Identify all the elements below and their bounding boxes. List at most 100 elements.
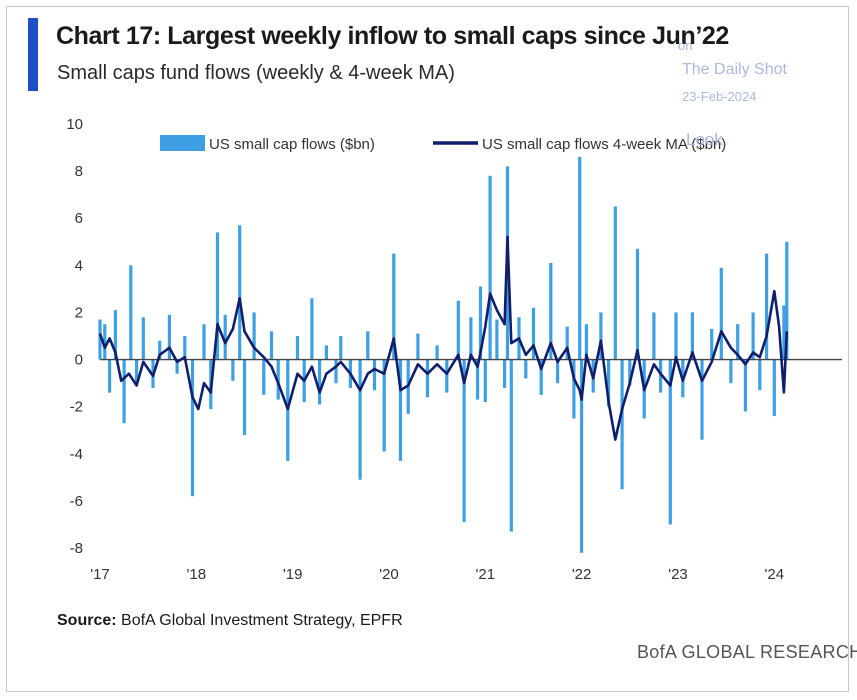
flow-bar [382,359,386,452]
flow-bar [462,359,466,523]
x-tick-label: '23 [668,566,688,583]
flow-bar [668,359,672,525]
flow-bar [674,312,678,360]
flow-bar [416,333,420,360]
chart-frame [6,6,849,692]
legend: US small cap flows ($bn) US small cap fl… [160,135,726,153]
y-tick-label: -2 [70,399,83,416]
flow-bar [231,359,235,381]
y-tick-label: 6 [75,210,83,227]
flow-bar [690,312,694,360]
flow-bar [425,359,430,398]
flow-bar [483,359,487,402]
y-tick-label: 8 [75,163,83,180]
flow-bar [700,359,704,440]
flow-bar [580,359,584,553]
legend-swatch-bar [160,135,205,151]
flow-bar [358,359,362,480]
flow-bar [339,336,343,360]
flow-bar [556,359,560,384]
flow-bar [122,359,126,424]
flow-bar [310,298,314,360]
axis-layer: 10 8 6 4 2 0 -2 -4 -6 -8 '17 '18 '19 '20 '21 '22 '23 '24 [66,116,784,583]
flow-bar [262,359,266,395]
x-tick-label: '22 [572,566,592,583]
flow-bar [509,359,513,532]
flow-bar [607,359,611,407]
flow-bar [223,314,227,360]
chart-subtitle: Small caps fund flows (weekly & 4-week M… [57,62,455,84]
flow-bar [242,359,247,435]
flow-bar [108,359,112,393]
flow-bar [269,331,274,360]
flow-bar [366,331,370,360]
flow-bar [295,336,300,360]
legend-label-line: US small cap flows 4-week MA ($bn) [482,136,726,153]
watermark-line-3: 23-Feb-2024 [682,89,757,104]
x-tick-label: '19 [283,566,303,583]
legend-label-bar: US small cap flows ($bn) [209,136,375,153]
flow-bar [445,359,449,393]
flow-bar [318,359,322,405]
flow-bar [628,359,632,386]
flow-bar [478,286,483,360]
flow-bar [599,312,603,360]
flow-bar [524,359,528,379]
flow-bar [531,307,536,360]
flow-bar [398,359,403,461]
flow-bar [488,175,492,360]
flow-bar [635,248,640,360]
y-tick-label: 2 [75,304,83,321]
flow-bar [324,345,328,360]
flow-bar [652,312,656,360]
flow-bar [584,324,588,360]
flow-bar [456,300,460,360]
source-text: BofA Global Investment Strategy, EPFR [116,612,403,629]
flow-bar [476,359,480,400]
watermark-line-2: The Daily Shot [682,61,787,78]
flow-bar [743,359,747,412]
y-tick-label: 10 [66,116,83,133]
flow-bar [729,359,733,384]
flow-bar [719,267,723,360]
flow-bar [469,317,473,360]
flow-bar [736,324,740,360]
y-tick-label: 4 [75,257,83,274]
flow-bar [765,253,769,360]
flow-bar [276,359,280,400]
flow-bar [613,206,617,360]
title-accent-bar [28,18,38,91]
flow-bar [141,317,145,360]
flow-bar [135,359,139,386]
flow-bar [758,359,762,391]
watermark-line-4: Look [686,130,723,149]
source-note: Source: BofA Global Investment Strategy,… [57,612,403,630]
flow-bar [175,359,179,374]
y-tick-label: -4 [70,446,83,463]
x-tick-label: '20 [379,566,399,583]
flow-bar [183,336,187,360]
flow-bar [495,319,499,360]
flow-bar [167,314,171,360]
flow-bar [98,319,102,360]
flow-bar [435,345,439,360]
flow-bar [372,359,377,391]
flow-bar [158,340,162,360]
x-tick-label: '24 [765,566,785,583]
flow-bar [202,324,206,360]
flow-bar [710,328,714,360]
flow-bar [782,305,786,360]
flow-bar [549,263,553,360]
flow-bar [238,225,242,360]
y-tick-label: 0 [75,352,83,369]
flow-bar [190,359,195,497]
flow-bar [578,157,582,360]
flow-bar [252,312,256,360]
flow-bar [103,324,107,360]
x-tick-label: '17 [90,566,110,583]
ma-line [98,235,789,441]
flow-bar [215,232,220,360]
flow-bar [772,359,776,417]
flow-bar [785,241,789,360]
